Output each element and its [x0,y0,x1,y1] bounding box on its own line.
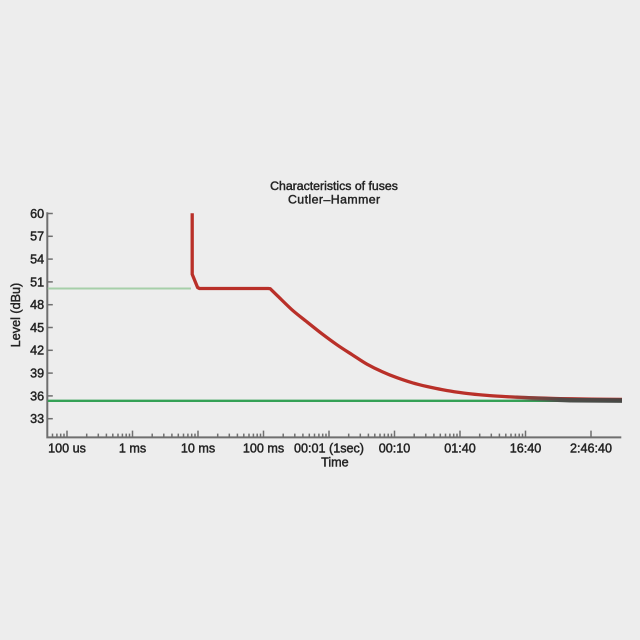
svg-text:100 ms: 100 ms [243,441,284,455]
svg-text:01:40: 01:40 [444,441,476,455]
svg-text:00:01 (1sec): 00:01 (1sec) [294,441,364,455]
svg-text:54: 54 [30,253,44,267]
svg-text:100 us: 100 us [48,441,86,455]
svg-text:Cutler–Hammer: Cutler–Hammer [288,193,381,207]
svg-text:00:10: 00:10 [379,441,411,455]
svg-text:10 ms: 10 ms [181,441,215,455]
svg-text:60: 60 [30,207,44,221]
svg-text:Time: Time [321,456,349,470]
svg-text:2:46:40: 2:46:40 [570,441,612,455]
svg-text:Level (dBu): Level (dBu) [9,283,23,347]
svg-text:36: 36 [30,389,44,403]
svg-text:51: 51 [30,275,44,289]
svg-text:Characteristics of fuses: Characteristics of fuses [270,179,398,193]
svg-text:48: 48 [30,298,44,312]
svg-text:39: 39 [30,367,44,381]
svg-text:45: 45 [30,321,44,335]
svg-text:42: 42 [30,344,44,358]
svg-text:16:40: 16:40 [510,441,542,455]
svg-text:57: 57 [30,230,44,244]
svg-text:1 ms: 1 ms [119,441,146,455]
svg-text:33: 33 [30,412,44,426]
